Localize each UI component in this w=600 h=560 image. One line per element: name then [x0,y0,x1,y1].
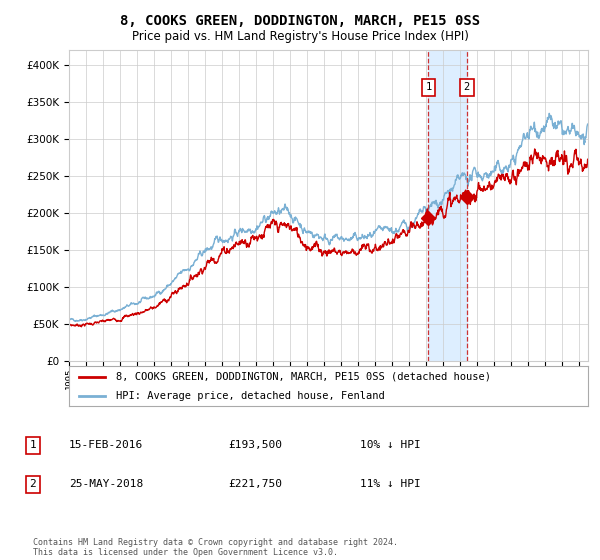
Text: Contains HM Land Registry data © Crown copyright and database right 2024.
This d: Contains HM Land Registry data © Crown c… [33,538,398,557]
Text: 2: 2 [464,82,470,92]
Text: £193,500: £193,500 [228,440,282,450]
Bar [428,50,467,361]
Text: 1: 1 [425,82,431,92]
Text: 25-MAY-2018: 25-MAY-2018 [69,479,143,489]
Text: HPI: Average price, detached house, Fenland: HPI: Average price, detached house, Fenl… [116,391,385,401]
Text: 2: 2 [29,479,37,489]
Text: 1: 1 [29,440,37,450]
Text: 11% ↓ HPI: 11% ↓ HPI [360,479,421,489]
Text: 15-FEB-2016: 15-FEB-2016 [69,440,143,450]
Text: Price paid vs. HM Land Registry's House Price Index (HPI): Price paid vs. HM Land Registry's House … [131,30,469,43]
Text: 8, COOKS GREEN, DODDINGTON, MARCH, PE15 0SS (detached house): 8, COOKS GREEN, DODDINGTON, MARCH, PE15 … [116,372,491,382]
Text: £221,750: £221,750 [228,479,282,489]
Text: 8, COOKS GREEN, DODDINGTON, MARCH, PE15 0SS: 8, COOKS GREEN, DODDINGTON, MARCH, PE15 … [120,14,480,28]
Text: 10% ↓ HPI: 10% ↓ HPI [360,440,421,450]
